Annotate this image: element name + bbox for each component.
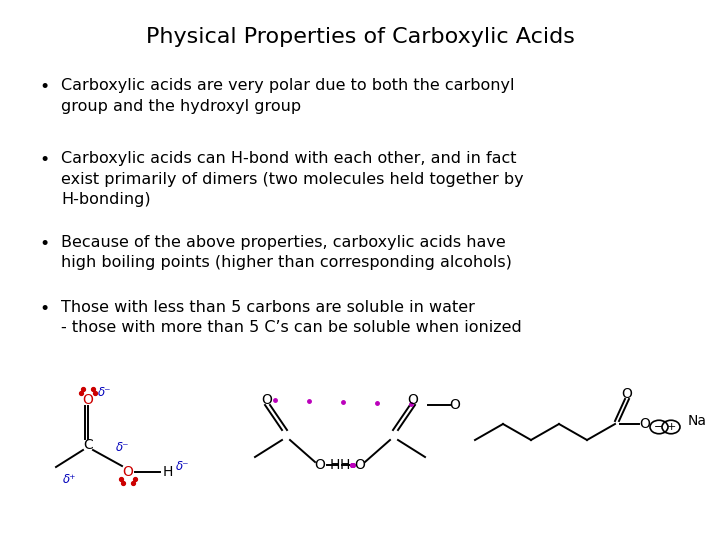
Text: O: O — [83, 393, 94, 407]
Text: Carboxylic acids are very polar due to both the carbonyl
group and the hydroxyl : Carboxylic acids are very polar due to b… — [61, 78, 515, 114]
Text: O: O — [408, 393, 418, 407]
Text: •: • — [40, 235, 50, 253]
Text: Physical Properties of Carboxylic Acids: Physical Properties of Carboxylic Acids — [145, 27, 575, 47]
Text: O: O — [315, 458, 325, 472]
Text: H: H — [163, 465, 174, 479]
Text: Carboxylic acids can H-bond with each other, and in fact
exist primarily of dime: Carboxylic acids can H-bond with each ot… — [61, 151, 524, 207]
Text: O: O — [621, 387, 632, 401]
Text: O: O — [354, 458, 366, 472]
Text: •: • — [40, 78, 50, 96]
Text: −: − — [654, 422, 664, 432]
Text: O: O — [122, 465, 133, 479]
Text: δ⁺: δ⁺ — [63, 473, 77, 486]
Text: H: H — [330, 458, 340, 472]
Text: •: • — [40, 300, 50, 318]
Text: Na: Na — [688, 414, 707, 428]
Text: δ⁻: δ⁻ — [98, 386, 112, 399]
Text: Those with less than 5 carbons are soluble in water
- those with more than 5 C’s: Those with less than 5 carbons are solub… — [61, 300, 522, 335]
Text: δ⁻: δ⁻ — [176, 461, 189, 474]
Text: Because of the above properties, carboxylic acids have
high boiling points (high: Because of the above properties, carboxy… — [61, 235, 512, 271]
Text: +: + — [666, 422, 675, 432]
Text: O: O — [639, 417, 650, 431]
Text: O: O — [261, 393, 272, 407]
Text: O: O — [449, 398, 460, 412]
Text: C: C — [83, 438, 93, 452]
Text: H: H — [340, 458, 350, 472]
Text: δ⁻: δ⁻ — [116, 441, 130, 454]
Text: •: • — [40, 151, 50, 169]
